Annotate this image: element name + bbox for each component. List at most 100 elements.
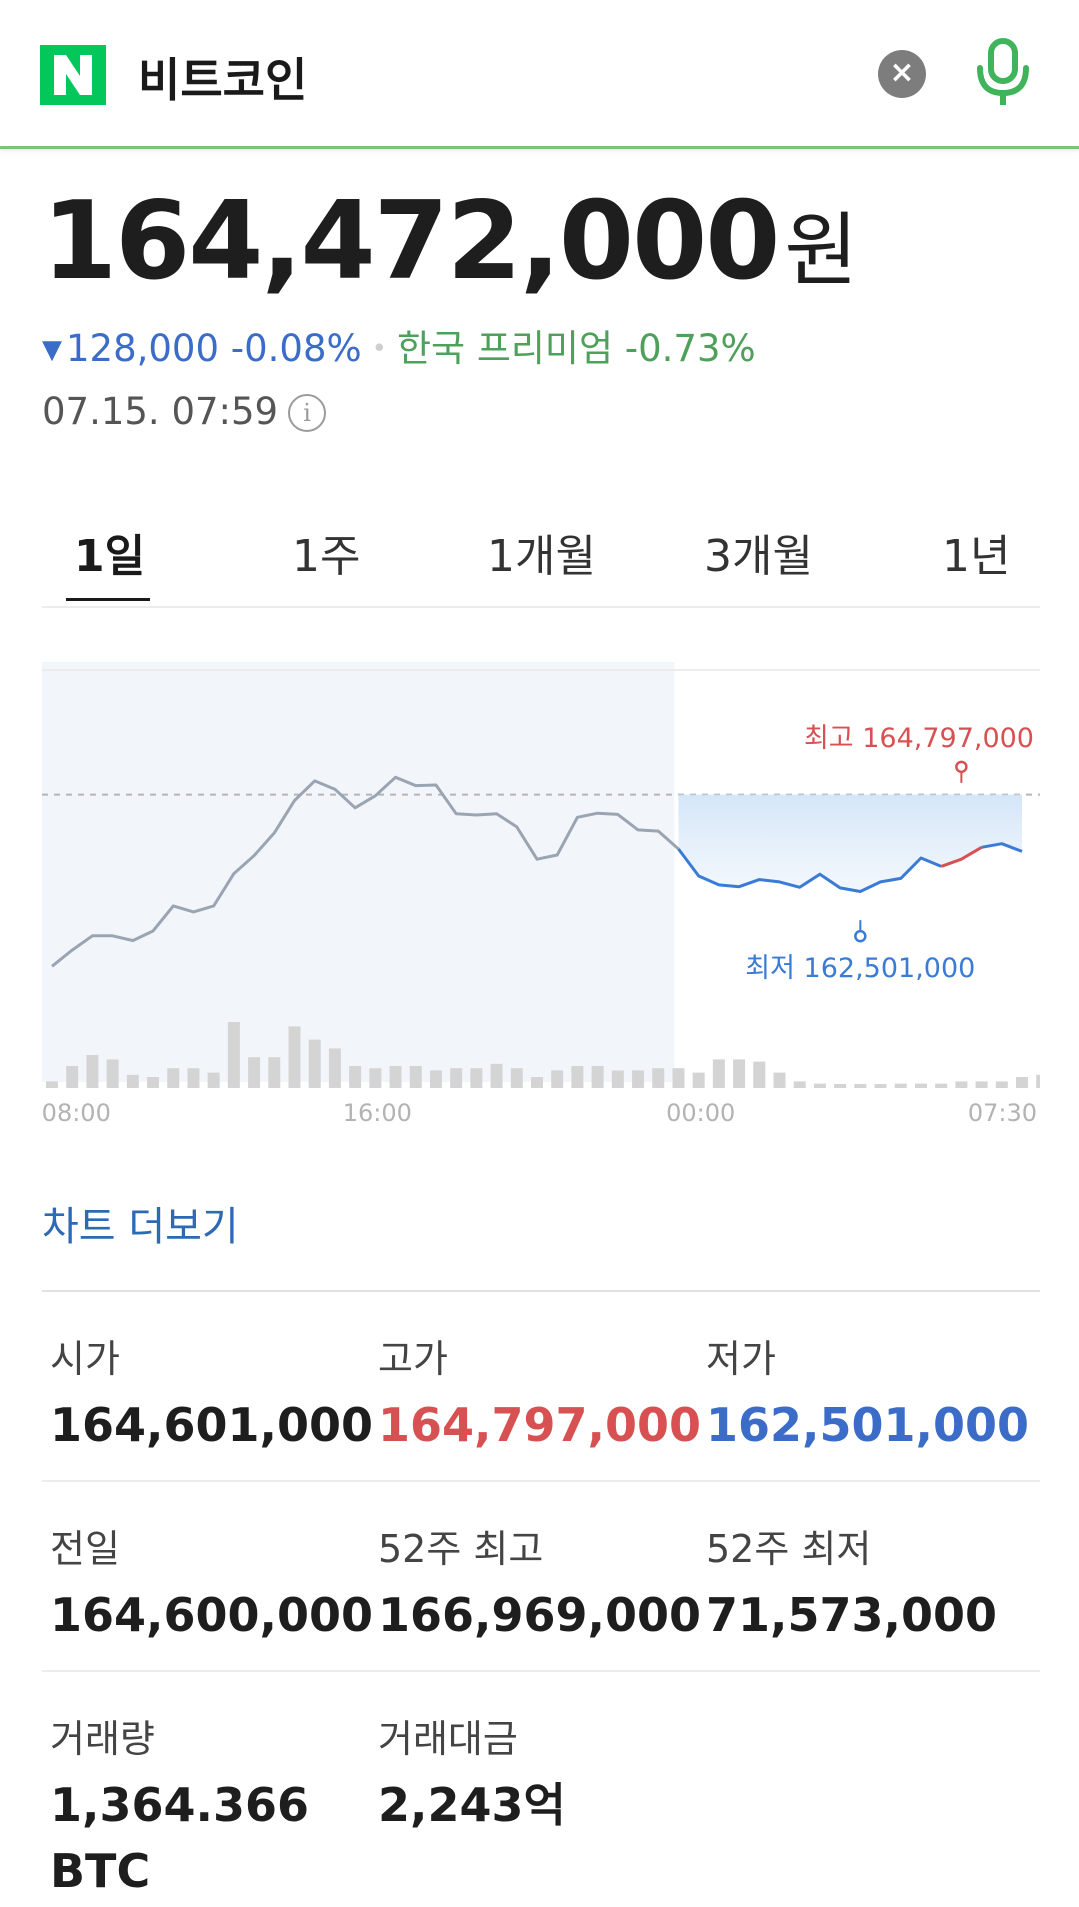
close-icon[interactable]: ×	[878, 50, 926, 98]
stat-value: 162,501,000	[706, 1398, 1030, 1452]
stat-value: 2,243억	[378, 1778, 566, 1832]
volume-bar	[349, 1066, 362, 1088]
stat-value: 164,601,000	[50, 1398, 374, 1452]
tab-1-day[interactable]: 1일	[74, 531, 146, 582]
volume-bar	[187, 1068, 200, 1088]
volume-bar	[207, 1072, 220, 1088]
volume-bar	[672, 1068, 685, 1088]
info-icon[interactable]: i	[288, 394, 327, 432]
volume-bar	[753, 1061, 766, 1088]
volume-bar	[167, 1068, 180, 1088]
volume-bar	[854, 1084, 867, 1088]
stat-label: 52주 최저	[706, 1527, 872, 1571]
volume-bar	[733, 1059, 746, 1088]
volume-bar	[975, 1081, 988, 1088]
price-line-past	[51, 775, 680, 968]
price-line-high-segment	[940, 846, 983, 868]
price-timestamp: 07.15. 07:59 i	[42, 390, 327, 433]
volume-bar	[409, 1066, 422, 1088]
tab-1-week[interactable]: 1주	[292, 531, 361, 582]
volume-bar	[692, 1072, 705, 1088]
korea-premium[interactable]: 한국 프리미엄 -0.73%	[397, 327, 756, 370]
stat-label: 거래대금	[378, 1717, 518, 1761]
price-line-recent	[677, 848, 942, 893]
high-marker	[955, 760, 968, 774]
volume-bar	[248, 1057, 261, 1088]
period-tabs: 1일 1주 1개월 3개월 1년	[42, 510, 1040, 608]
volume-bar	[935, 1083, 948, 1088]
volume-bar	[268, 1057, 281, 1088]
price-change: ▼ 128,000 -0.08% • 한국 프리미엄 -0.73%	[42, 318, 756, 372]
low-label: 최저 162,501,000	[745, 953, 975, 984]
tab-1-month[interactable]: 1개월	[487, 531, 596, 582]
volume-bar	[126, 1074, 139, 1088]
stats-row: 시가 164,601,000 고가 164,797,000 저가 162,501…	[42, 1290, 1040, 1480]
stats-grid: 시가 164,601,000 고가 164,797,000 저가 162,501…	[42, 1290, 1040, 1898]
search-query[interactable]: 비트코인	[138, 53, 308, 107]
current-price: 164,472,000원	[42, 179, 858, 311]
volume-bar	[328, 1048, 341, 1088]
volume-bar	[227, 1022, 240, 1088]
volume-bar	[450, 1068, 463, 1088]
stat-value: 71,573,000	[706, 1588, 998, 1642]
search-header: 비트코인 ×	[0, 0, 1079, 149]
volume-bar	[995, 1081, 1008, 1088]
volume-bar	[106, 1059, 119, 1088]
price-value: 164,472,000	[42, 179, 780, 304]
volume-bar	[632, 1070, 645, 1088]
volume-bar	[712, 1059, 725, 1088]
volume-bar	[955, 1081, 968, 1088]
volume-bar	[1016, 1077, 1028, 1088]
volume-bar	[652, 1068, 665, 1088]
stat-label: 시가	[50, 1337, 120, 1381]
volume-bar	[591, 1066, 604, 1088]
naver-logo[interactable]	[40, 45, 106, 105]
stat-label: 저가	[706, 1337, 776, 1381]
past-period-shade	[42, 662, 675, 1082]
stat-label: 거래량	[50, 1717, 155, 1761]
volume-bar	[288, 1026, 301, 1088]
separator-dot: •	[371, 334, 388, 364]
stat-value: 164,797,000	[378, 1398, 702, 1452]
down-arrow-icon: ▼	[42, 335, 62, 365]
volume-bar	[46, 1081, 58, 1088]
volume-bar	[66, 1066, 79, 1088]
more-chart-link[interactable]: 차트 더보기	[42, 1204, 239, 1250]
stat-label: 전일	[50, 1527, 120, 1571]
timestamp-text: 07.15. 07:59	[42, 390, 279, 433]
volume-bar	[86, 1055, 99, 1088]
microphone-icon[interactable]	[975, 38, 1031, 108]
volume-bar	[490, 1063, 503, 1088]
volume-bar	[551, 1070, 564, 1088]
volume-bar	[369, 1068, 382, 1088]
volume-bar	[470, 1068, 483, 1088]
tab-1-year[interactable]: 1년	[942, 531, 1011, 582]
x-tick-label: 08:00	[42, 1099, 111, 1127]
volume-bar	[571, 1066, 584, 1088]
stats-row: 전일 164,600,000 52주 최고 166,969,000 52주 최저…	[42, 1480, 1040, 1670]
high-label: 최고 164,797,000	[804, 723, 1034, 754]
stat-value: 1,364.366 BTC	[50, 1778, 309, 1898]
volume-bar	[813, 1083, 826, 1088]
below-reference-area	[678, 794, 1022, 892]
x-tick-label: 16:00	[343, 1099, 412, 1127]
volume-bar	[531, 1077, 543, 1088]
volume-bar	[914, 1083, 927, 1088]
volume-bar	[793, 1081, 806, 1088]
volume-bar	[834, 1084, 847, 1088]
volume-bar	[611, 1070, 624, 1088]
stat-label: 고가	[378, 1337, 448, 1381]
volume-bar	[308, 1039, 321, 1088]
volume-bar	[429, 1070, 442, 1088]
stat-label: 52주 최고	[378, 1527, 544, 1571]
active-tab-indicator	[66, 598, 150, 601]
volume-bar	[389, 1066, 402, 1088]
volume-bar	[773, 1072, 786, 1088]
volume-bar	[874, 1084, 887, 1088]
x-tick-label: 07:30	[968, 1099, 1037, 1127]
low-marker	[854, 929, 867, 943]
price-chart[interactable]: 최고 164,797,000 최저 162,501,000 08:00 16:00 00…	[42, 662, 1040, 1142]
volume-bar	[510, 1068, 523, 1088]
volume-bar	[147, 1077, 160, 1088]
tab-3-months[interactable]: 3개월	[704, 531, 813, 582]
